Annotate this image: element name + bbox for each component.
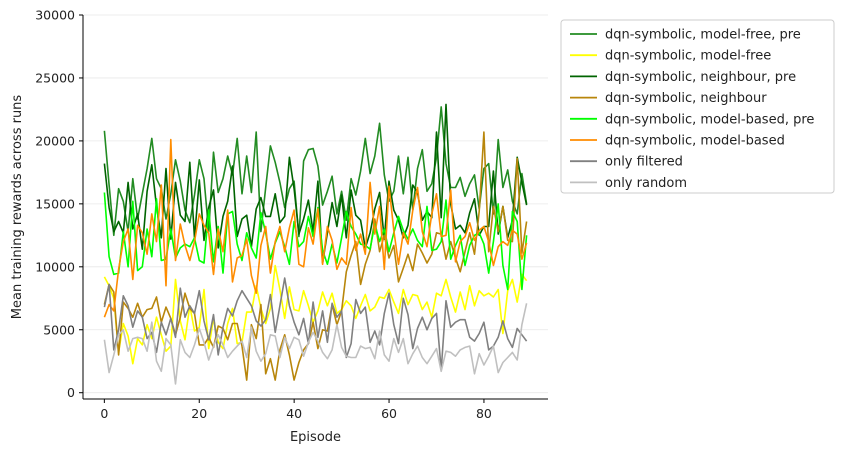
legend-label: dqn-symbolic, model-based	[605, 134, 785, 149]
x-tick-label: 80	[476, 406, 492, 421]
series-line-dqn-symbolic-model-based	[103, 138, 528, 318]
legend-label: only filtered	[605, 155, 683, 170]
y-tick-label: 25000	[35, 70, 75, 85]
y-tick-label: 20000	[35, 133, 75, 148]
legend-label: dqn-symbolic, neighbour	[605, 91, 767, 106]
y-tick-label: 5000	[43, 322, 75, 337]
legend: dqn-symbolic, model-free, pre dqn-symboli…	[560, 19, 835, 194]
x-tick-label: 60	[381, 406, 397, 421]
series-line-dqn-symbolic-model-free-pre	[103, 106, 528, 238]
legend-label: dqn-symbolic, model-free, pre	[605, 28, 801, 43]
legend-label: dqn-symbolic, model-based, pre	[605, 112, 814, 127]
series-line-dqn-symbolic-neighbour-pre	[103, 103, 528, 264]
y-tick-label: 30000	[35, 8, 75, 23]
x-tick-label: 20	[191, 406, 207, 421]
y-tick-label: 0	[67, 385, 75, 400]
y-tick-label: 15000	[35, 196, 75, 211]
series-line-only-random	[103, 303, 528, 385]
legend-label: dqn-symbolic, neighbour, pre	[605, 70, 796, 85]
y-axis-label: Mean training rewards across runs	[10, 95, 25, 320]
legend-label: dqn-symbolic, model-free	[605, 49, 771, 64]
series-line-only-filtered	[103, 277, 528, 371]
x-tick-label: 40	[286, 406, 302, 421]
tick-marks: 0 5000 10000 15000 20000 25000 30000 0 20 40 60 80	[35, 8, 492, 422]
series-lines	[103, 103, 528, 385]
axes	[82, 15, 548, 400]
legend-label: only random	[605, 176, 687, 191]
x-tick-label: 0	[100, 406, 108, 421]
y-tick-label: 10000	[35, 259, 75, 274]
x-axis-label: Episode	[290, 430, 341, 445]
legend-frame	[560, 19, 835, 194]
